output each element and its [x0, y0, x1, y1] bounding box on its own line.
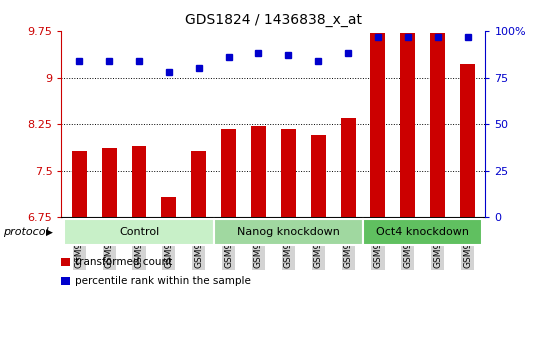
Bar	[161, 197, 176, 217]
Bar	[430, 33, 445, 217]
Title: GDS1824 / 1436838_x_at: GDS1824 / 1436838_x_at	[185, 13, 362, 27]
Text: Oct4 knockdown: Oct4 knockdown	[376, 227, 469, 237]
Bar	[72, 151, 86, 217]
Bar	[400, 33, 415, 217]
Bar	[132, 146, 147, 217]
Bar	[340, 118, 355, 217]
Bar	[460, 64, 475, 217]
Text: Control: Control	[119, 227, 159, 237]
Bar	[221, 129, 236, 217]
Bar	[191, 151, 206, 217]
Bar	[311, 135, 326, 217]
Bar	[281, 129, 296, 217]
Text: percentile rank within the sample: percentile rank within the sample	[75, 276, 251, 286]
Text: protocol: protocol	[3, 227, 49, 237]
Text: transformed count: transformed count	[75, 257, 172, 267]
Bar	[371, 33, 386, 217]
Bar	[251, 126, 266, 217]
Text: ▶: ▶	[46, 227, 52, 237]
Bar	[102, 148, 117, 217]
Text: Nanog knockdown: Nanog knockdown	[237, 227, 340, 237]
